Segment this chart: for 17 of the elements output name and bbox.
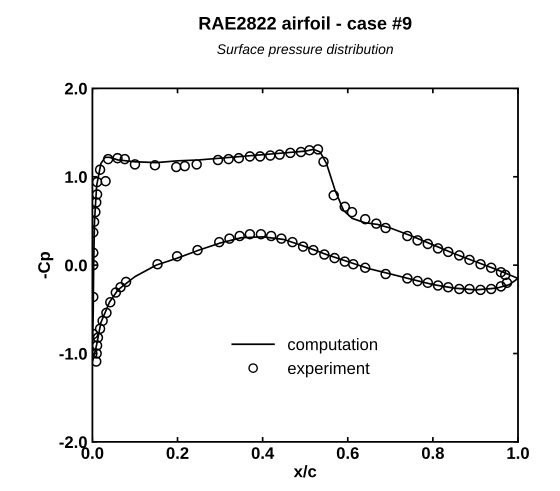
x-tick-label: 0.0 xyxy=(81,447,104,460)
y-tick-label: -2.0 xyxy=(59,436,87,448)
x-tick-label: 1.0 xyxy=(507,447,529,460)
x-tick-label: 0.8 xyxy=(422,447,444,460)
x-tick-label: 0.4 xyxy=(252,447,274,460)
legend-label: experiment xyxy=(288,362,370,378)
chart-title: RAE2822 airfoil - case #9 xyxy=(200,16,412,30)
y-tick-label: -1.0 xyxy=(59,348,87,360)
y-tick-label: 2.0 xyxy=(64,82,87,95)
y-axis-title: -Cp xyxy=(38,252,54,278)
x-axis-title: x/c xyxy=(294,465,316,478)
legend-label: computation xyxy=(288,338,378,354)
chart-subtitle: Surface pressure distribution xyxy=(217,44,393,57)
x-tick-label: 0.2 xyxy=(166,447,188,460)
y-tick-label: 0.0 xyxy=(65,260,87,272)
y-tick-label: 1.0 xyxy=(65,171,87,183)
x-tick-label: 0.6 xyxy=(336,447,359,460)
